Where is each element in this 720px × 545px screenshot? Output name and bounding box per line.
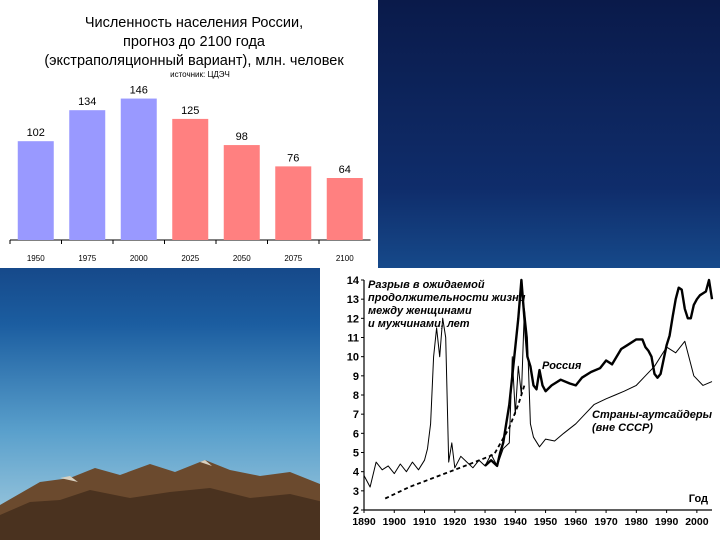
gap-y-tick-label: 14: [347, 275, 360, 287]
population-bar-2025: [172, 118, 209, 240]
gap-series-label-outsiders: Страны-аутсайдеры (вне СССР): [592, 409, 713, 434]
gap-y-tick-label: 13: [347, 294, 359, 306]
gap-x-tick-label: 1960: [564, 516, 588, 528]
gap-series-line-1: [384, 385, 526, 500]
gap-y-tick-label: 8: [353, 390, 359, 402]
gap-y-tick-label: 7: [353, 409, 359, 421]
life-expectancy-line-chart: 2 3 4 5 6 7 8 9 10 11 12 13 14 1890 1900 1910 1920 1930 19…: [347, 275, 714, 528]
gap-x-tick-label: 1940: [504, 516, 528, 528]
gap-x-tick-label: 1900: [383, 516, 407, 528]
gap-y-tick-label: 3: [353, 486, 359, 498]
population-value-label: 98: [236, 131, 248, 143]
population-year-tick: 1950: [27, 254, 45, 263]
population-value-label: 134: [78, 96, 96, 108]
gap-y-tick-label: 6: [353, 428, 359, 440]
gap-y-tick-label: 4: [353, 467, 360, 479]
gap-x-tick-label: 1930: [473, 516, 497, 528]
gap-y-tick-label: 5: [353, 448, 359, 460]
life-expectancy-chart-panel: 2 3 4 5 6 7 8 9 10 11 12 13 14 1890 1900 1910 1920 1930 19…: [320, 268, 720, 540]
mountains-decoration: [0, 460, 340, 540]
gap-y-tick-label: 9: [353, 371, 359, 383]
gap-x-tick-label: 1950: [534, 516, 558, 528]
population-year-tick: 2075: [284, 254, 302, 263]
gap-y-tick-label: 11: [347, 333, 359, 345]
gap-x-tick-label: 1970: [594, 516, 618, 528]
population-chart-panel: Численность населения России, прогноз до…: [0, 0, 378, 268]
population-bar-2100: [326, 178, 363, 240]
population-value-label: 102: [27, 127, 45, 139]
population-bar-chart: 102 1950 134 1975 146 2000 125 2025 98 2050 76 2075…: [9, 85, 371, 263]
gap-series-line-3: [363, 308, 713, 488]
population-year-tick: 2050: [233, 254, 251, 263]
gap-series-label-russia: Россия: [542, 360, 582, 372]
population-bar-2050: [223, 145, 260, 240]
population-value-label: 64: [339, 164, 351, 176]
population-bar-1950: [17, 141, 54, 240]
population-value-label: 125: [181, 105, 199, 117]
gap-series-line-0: [508, 278, 714, 405]
population-chart-title: Численность населения России, прогноз до…: [44, 15, 344, 69]
population-bar-2075: [275, 166, 312, 240]
population-bar-2000: [120, 98, 157, 240]
population-year-tick: 2100: [336, 254, 354, 263]
gap-x-axis-label: Год: [689, 493, 708, 505]
gap-x-tick-label: 2000: [685, 516, 709, 528]
gap-x-tick-label: 1890: [352, 516, 376, 528]
population-value-label: 76: [287, 152, 299, 164]
gap-x-tick-label: 1990: [655, 516, 679, 528]
gap-y-tick-label: 12: [347, 313, 359, 325]
gap-x-tick-label: 1980: [625, 516, 649, 528]
population-bar-1975: [69, 110, 106, 240]
population-year-tick: 1975: [78, 254, 96, 263]
gap-series-line-2: [484, 404, 511, 468]
gap-y-tick-label: 10: [347, 352, 359, 364]
gap-x-tick-label: 1910: [413, 516, 437, 528]
gap-x-tick-label: 1920: [443, 516, 467, 528]
gap-y-tick-label: 2: [353, 505, 359, 517]
population-year-tick: 2025: [181, 254, 199, 263]
population-chart-source: источник: ЦДЭЧ: [170, 70, 230, 79]
gap-annotation: Разрыв в ожидаемой продолжительности жизн…: [368, 279, 526, 330]
population-year-tick: 2000: [130, 254, 148, 263]
population-value-label: 146: [130, 85, 148, 97]
